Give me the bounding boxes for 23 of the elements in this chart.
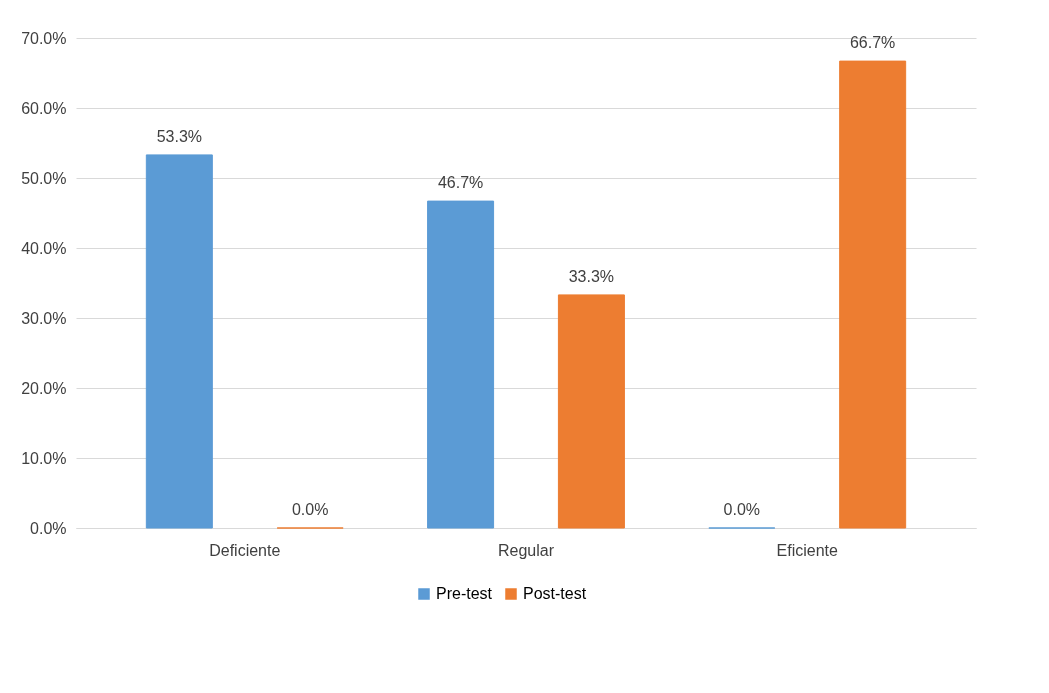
x-tick-label: Deficiente	[209, 541, 281, 559]
y-tick-label: 0.0%	[30, 519, 67, 537]
legend-label: Post-test	[523, 585, 587, 602]
data-label: 33.3%	[568, 267, 615, 285]
data-label: 53.3%	[156, 127, 203, 145]
data-label: 46.7%	[437, 174, 484, 192]
data-label: 66.7%	[849, 34, 896, 52]
y-tick-label: 50.0%	[21, 169, 67, 187]
data-label: 0.0%	[723, 501, 761, 518]
bar	[427, 200, 495, 529]
y-tick-label: 20.0%	[21, 379, 67, 397]
x-tick-label: Eficiente	[776, 541, 839, 559]
bar	[557, 294, 625, 529]
bar	[145, 154, 213, 529]
y-tick-label: 60.0%	[21, 99, 67, 117]
legend-label: Pre-test	[436, 585, 493, 602]
data-label: 0.0%	[291, 501, 329, 518]
y-tick-label: 70.0%	[21, 29, 67, 47]
y-tick-label: 10.0%	[21, 449, 67, 467]
y-tick-label: 30.0%	[21, 309, 67, 327]
x-tick-label: Regular	[497, 541, 555, 559]
bar	[839, 60, 907, 529]
y-tick-label: 40.0%	[21, 239, 67, 257]
